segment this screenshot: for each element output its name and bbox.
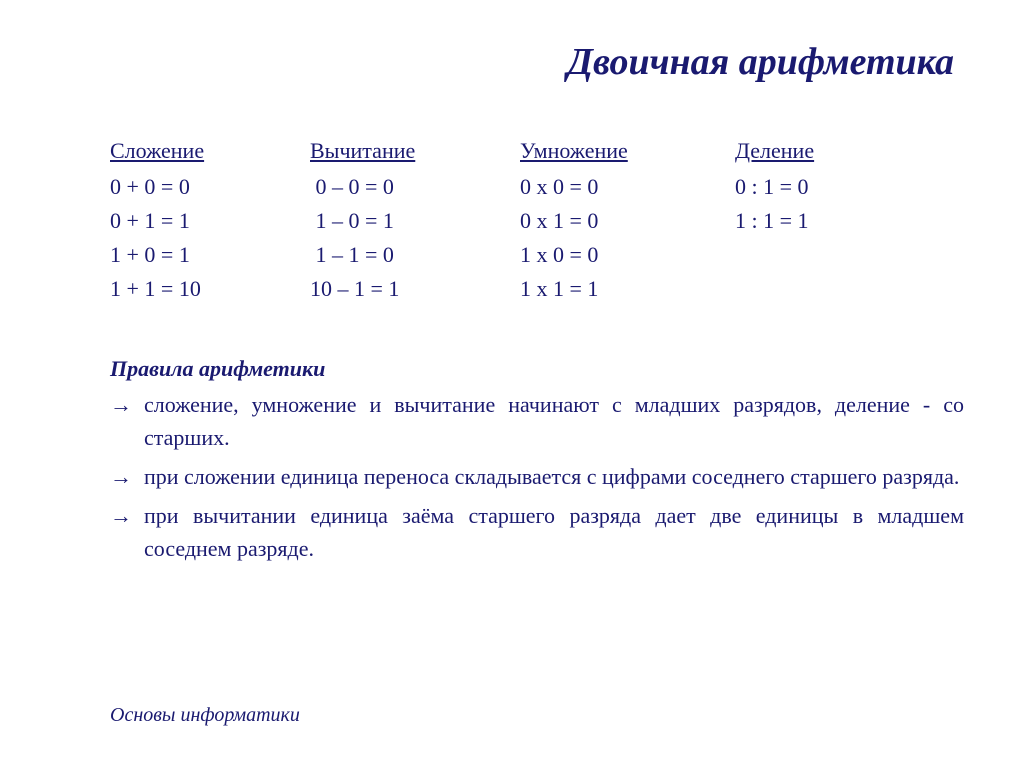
multiplication-row: 1 х 0 = 0 xyxy=(520,238,735,272)
column-addition: Сложение 0 + 0 = 0 0 + 1 = 1 1 + 0 = 1 1… xyxy=(110,134,310,306)
rule-item: → сложение, умножение и вычитание начина… xyxy=(110,388,964,454)
subtraction-row: 0 – 0 = 0 xyxy=(310,170,520,204)
page-title: Двоичная арифметика xyxy=(110,40,964,84)
arrow-right-icon: → xyxy=(110,388,144,454)
column-subtraction: Вычитание 0 – 0 = 0 1 – 0 = 1 1 – 1 = 0 … xyxy=(310,134,520,306)
arrow-right-icon: → xyxy=(110,499,144,565)
rule-item: → при сложении единица переноса складыва… xyxy=(110,460,964,493)
addition-row: 0 + 1 = 1 xyxy=(110,204,310,238)
division-row: 1 : 1 = 1 xyxy=(735,204,915,238)
division-header: Деление xyxy=(735,134,915,168)
multiplication-row: 0 х 0 = 0 xyxy=(520,170,735,204)
subtraction-row: 1 – 0 = 1 xyxy=(310,204,520,238)
operations-table: Сложение 0 + 0 = 0 0 + 1 = 1 1 + 0 = 1 1… xyxy=(110,134,964,306)
rules-heading: Правила арифметики xyxy=(110,356,964,382)
subtraction-row: 10 – 1 = 1 xyxy=(310,272,520,306)
addition-row: 1 + 1 = 10 xyxy=(110,272,310,306)
multiplication-row: 0 х 1 = 0 xyxy=(520,204,735,238)
multiplication-row: 1 х 1 = 1 xyxy=(520,272,735,306)
rules-list: → сложение, умножение и вычитание начина… xyxy=(110,388,964,565)
subtraction-header: Вычитание xyxy=(310,134,520,168)
multiplication-header: Умножение xyxy=(520,134,735,168)
slide-page: Двоичная арифметика Сложение 0 + 0 = 0 0… xyxy=(0,0,1024,767)
rule-text: при сложении единица переноса складывает… xyxy=(144,460,964,493)
addition-row: 1 + 0 = 1 xyxy=(110,238,310,272)
addition-row: 0 + 0 = 0 xyxy=(110,170,310,204)
column-division: Деление 0 : 1 = 0 1 : 1 = 1 xyxy=(735,134,915,306)
rule-item: → при вычитании единица заёма старшего р… xyxy=(110,499,964,565)
addition-header: Сложение xyxy=(110,134,310,168)
arrow-right-icon: → xyxy=(110,460,144,493)
column-multiplication: Умножение 0 х 0 = 0 0 х 1 = 0 1 х 0 = 0 … xyxy=(520,134,735,306)
rule-text: при вычитании единица заёма старшего раз… xyxy=(144,499,964,565)
rule-text: сложение, умножение и вычитание начинают… xyxy=(144,388,964,454)
division-row: 0 : 1 = 0 xyxy=(735,170,915,204)
subtraction-row: 1 – 1 = 0 xyxy=(310,238,520,272)
footer-text: Основы информатики xyxy=(110,704,300,727)
